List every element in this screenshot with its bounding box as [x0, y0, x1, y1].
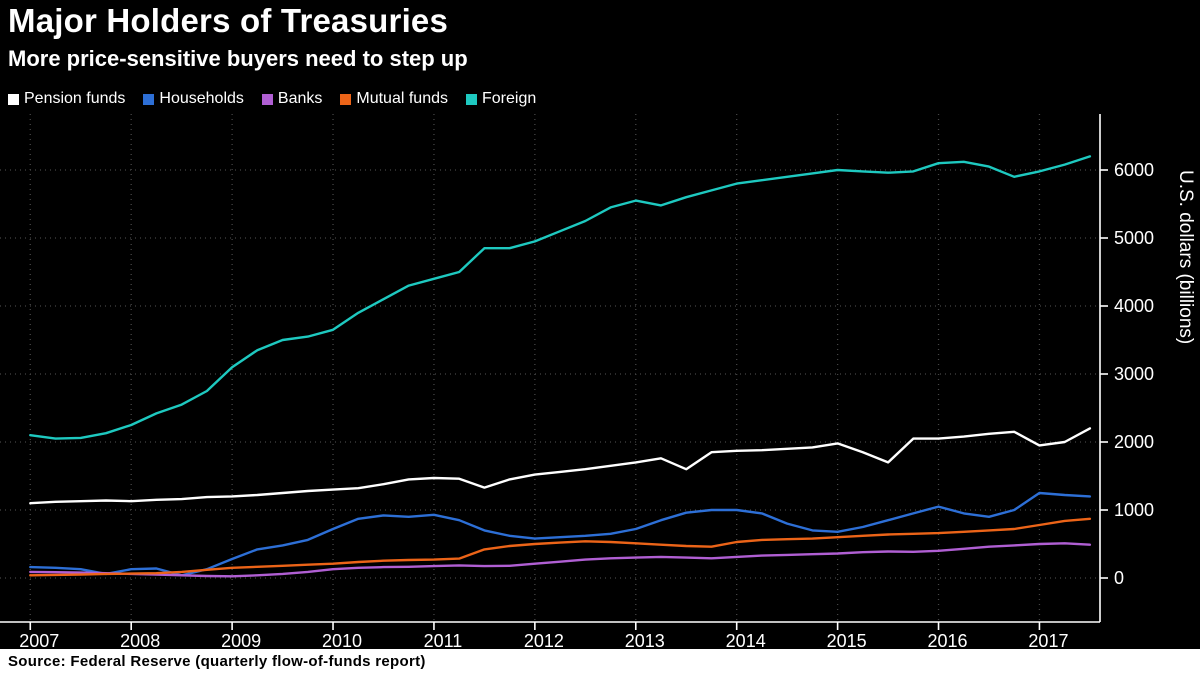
legend-item-mutual-funds: Mutual funds	[340, 90, 448, 108]
legend-swatch	[465, 93, 477, 105]
legend-label: Mutual funds	[356, 90, 448, 107]
svg-text:2011: 2011	[424, 631, 463, 651]
series-line-pension-funds	[29, 427, 1092, 505]
svg-text:3000: 3000	[1114, 364, 1154, 384]
svg-text:2013: 2013	[625, 631, 665, 651]
legend-swatch	[8, 93, 19, 105]
legend-label: Banks	[277, 90, 323, 107]
svg-text:1000: 1000	[1114, 500, 1154, 520]
svg-text:4000: 4000	[1114, 296, 1154, 316]
legend-item-foreign: Foreign	[465, 90, 537, 108]
legend-item-households: Households	[143, 90, 244, 108]
legend-label: Households	[159, 90, 244, 107]
chart-title: Major Holders of Treasuries	[8, 2, 449, 39]
svg-text:2012: 2012	[524, 631, 564, 651]
series-line-mutual-funds	[29, 517, 1092, 577]
source-bar: Source: Federal Reserve (quarterly flow-…	[0, 649, 1200, 675]
svg-text:2015: 2015	[827, 631, 867, 651]
series-line-foreign	[29, 155, 1092, 440]
svg-text:0: 0	[1114, 568, 1124, 588]
svg-text:2014: 2014	[726, 631, 766, 651]
legend-item-banks: Banks	[261, 90, 323, 108]
legend-label: Foreign	[481, 90, 537, 107]
svg-text:2010: 2010	[322, 631, 362, 651]
legend: Pension funds Households Banks Mutual funds…	[8, 90, 536, 108]
svg-text:2017: 2017	[1028, 631, 1068, 651]
svg-text:6000: 6000	[1114, 160, 1154, 180]
svg-text:5000: 5000	[1114, 228, 1154, 248]
series-line-banks	[29, 542, 1092, 578]
svg-text:2008: 2008	[120, 631, 160, 651]
legend-swatch	[143, 93, 155, 105]
svg-text:2000: 2000	[1114, 432, 1154, 452]
y-axis-label: U.S. dollars (billions)	[1175, 170, 1196, 345]
svg-text:2009: 2009	[221, 631, 261, 651]
legend-label: Pension funds	[24, 90, 126, 107]
legend-item-pension-funds: Pension funds	[8, 90, 125, 108]
source-text: Source: Federal Reserve (quarterly flow-…	[8, 653, 426, 670]
svg-text:2007: 2007	[19, 631, 59, 651]
chart-subtitle: More price-sensitive buyers need to step…	[8, 46, 468, 71]
svg-text:2016: 2016	[928, 631, 968, 651]
legend-swatch	[340, 93, 352, 105]
legend-swatch	[261, 93, 273, 105]
